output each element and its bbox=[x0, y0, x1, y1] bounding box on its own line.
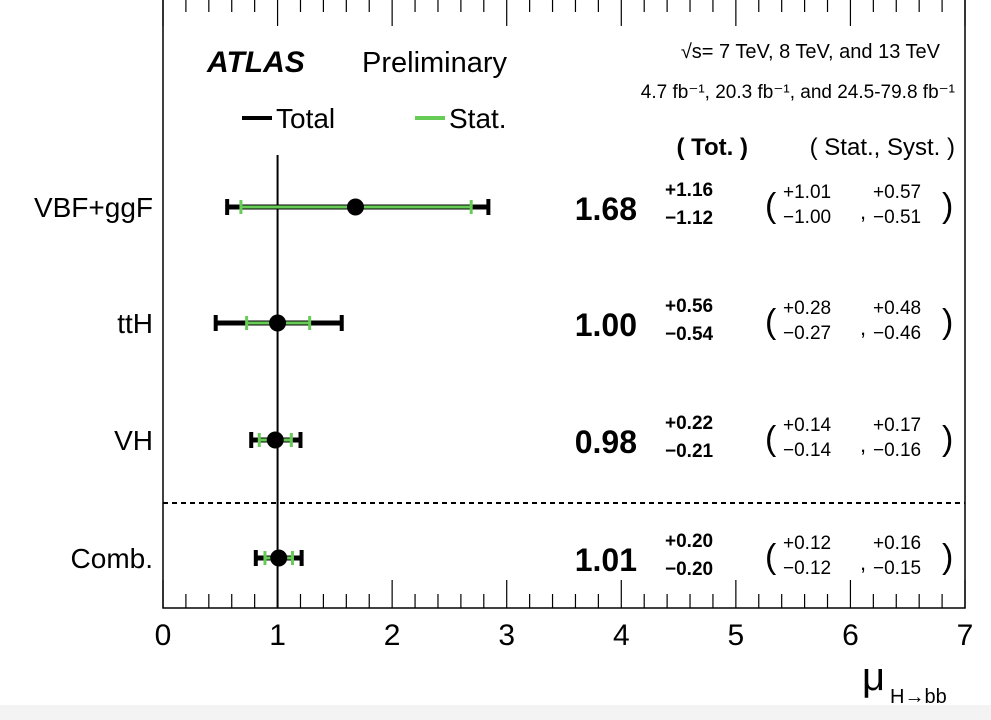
open-paren: ( bbox=[765, 303, 777, 341]
row-label: Comb. bbox=[71, 543, 153, 574]
close-paren: ) bbox=[942, 303, 953, 341]
comma: , bbox=[860, 315, 866, 340]
open-paren: ( bbox=[765, 538, 777, 576]
tot-up: +0.22 bbox=[665, 413, 713, 434]
central-value-point bbox=[270, 549, 288, 567]
syst-dn: −0.15 bbox=[873, 558, 921, 579]
legend-total-label: Total bbox=[276, 103, 335, 134]
stat-up: +0.14 bbox=[783, 415, 832, 436]
comma: , bbox=[860, 550, 866, 575]
stat-up: +1.01 bbox=[783, 182, 831, 203]
central-value-point bbox=[269, 314, 287, 332]
row-label: VBF+ggF bbox=[34, 192, 153, 223]
row-label: VH bbox=[114, 425, 153, 456]
stat-up: +0.28 bbox=[783, 298, 831, 319]
stat-dn: −0.14 bbox=[783, 440, 832, 461]
syst-up: +0.48 bbox=[873, 298, 921, 319]
value-text: 1.00 bbox=[575, 307, 637, 343]
syst-dn: −0.46 bbox=[873, 323, 921, 344]
tot-up: +0.56 bbox=[665, 296, 713, 317]
x-axis-label-sub: H→bb bbox=[890, 686, 947, 708]
value-text: 1.01 bbox=[575, 542, 637, 578]
plot-frame bbox=[162, 0, 966, 609]
stat-dn: −1.00 bbox=[783, 207, 831, 228]
stat-dn: −0.12 bbox=[783, 558, 831, 579]
row-3: Comb. 1.01 +0.20 −0.20 ( +0.12 −0.12 , +0.16 −0.1… bbox=[71, 531, 954, 580]
syst-up: +0.16 bbox=[873, 533, 921, 554]
legend-stat-label: Stat. bbox=[449, 103, 507, 134]
row-1: ttH 1.00 +0.56 −0.54 ( +0.28 −0.27 , +0.48 −0.46) bbox=[117, 296, 953, 345]
tot-dn: −1.12 bbox=[665, 208, 713, 229]
tot-dn: −0.21 bbox=[665, 441, 714, 462]
tot-up: +1.16 bbox=[665, 180, 713, 201]
tot-dn: −0.20 bbox=[665, 559, 713, 580]
energy-text: √s= 7 TeV, 8 TeV, and 13 TeV bbox=[681, 41, 941, 63]
stat-dn: −0.27 bbox=[783, 323, 831, 344]
tot-dn: −0.54 bbox=[665, 324, 714, 345]
comma: , bbox=[860, 432, 866, 457]
value-text: 0.98 bbox=[575, 424, 637, 460]
close-paren: ) bbox=[942, 538, 953, 576]
x-tick-label: 0 bbox=[155, 619, 172, 652]
row-0: VBF+ggF 1.68 +1.16 −1.12 ( +1.01 −1.00 , +0.57 −0… bbox=[34, 180, 953, 229]
x-tick-label: 1 bbox=[269, 619, 286, 652]
value-text: 1.68 bbox=[575, 191, 637, 227]
x-tick-label: 6 bbox=[842, 619, 859, 652]
lumi-text: 4.7 fb⁻¹, 20.3 fb⁻¹, and 24.5-79.8 fb⁻¹ bbox=[641, 82, 955, 103]
x-tick-label: 2 bbox=[384, 619, 401, 652]
close-paren: ) bbox=[942, 420, 953, 458]
x-axis-label: μ bbox=[862, 655, 885, 699]
tot-up: +0.20 bbox=[665, 531, 713, 552]
x-tick-label: 7 bbox=[957, 619, 974, 652]
syst-up: +0.57 bbox=[873, 182, 921, 203]
central-value-point bbox=[266, 431, 284, 449]
syst-dn: −0.51 bbox=[873, 207, 921, 228]
col-header-statsyst: ( Stat., Syst. ) bbox=[810, 134, 955, 161]
close-paren: ) bbox=[942, 187, 953, 225]
row-2: VH 0.98 +0.22 −0.21 ( +0.14 −0.14 , +0.17 −0.16) bbox=[114, 413, 953, 462]
open-paren: ( bbox=[765, 420, 777, 458]
atlas-label: ATLAS bbox=[206, 46, 305, 79]
syst-dn: −0.16 bbox=[873, 440, 921, 461]
syst-up: +0.17 bbox=[873, 415, 921, 436]
bottom-strip bbox=[0, 705, 991, 720]
stat-up: +0.12 bbox=[783, 533, 831, 554]
col-header-tot: ( Tot. ) bbox=[676, 134, 748, 161]
row-label: ttH bbox=[117, 308, 153, 339]
central-value-point bbox=[346, 198, 364, 216]
x-tick-label: 5 bbox=[728, 619, 745, 652]
x-tick-label: 3 bbox=[498, 619, 515, 652]
comma: , bbox=[860, 199, 866, 224]
open-paren: ( bbox=[765, 187, 777, 225]
preliminary-label: Preliminary bbox=[362, 47, 508, 79]
x-tick-label: 4 bbox=[613, 619, 630, 652]
